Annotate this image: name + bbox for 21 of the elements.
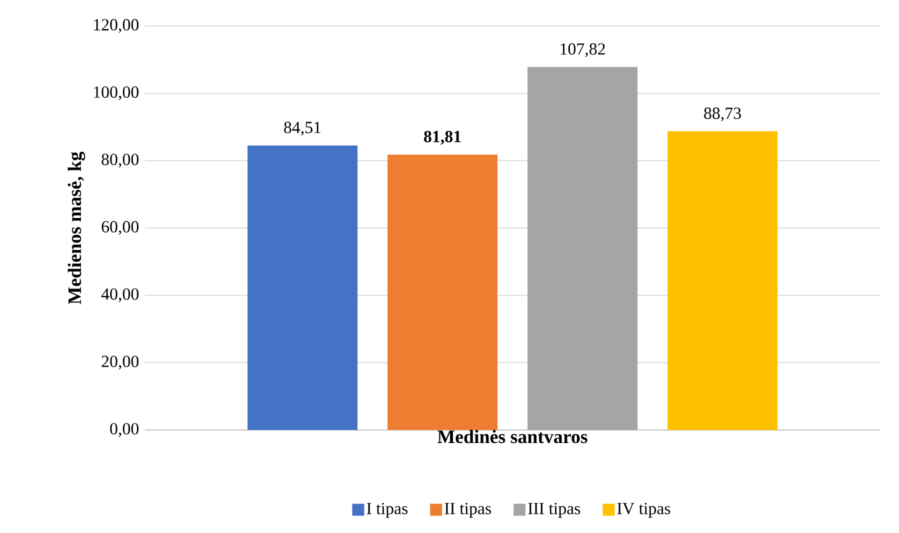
- data-label: 107,82: [560, 43, 605, 58]
- y-tick-label: 40,00: [101, 288, 139, 302]
- legend-label: I tipas: [366, 502, 408, 518]
- legend-label: III tipas: [528, 502, 580, 518]
- bar: [528, 67, 638, 430]
- legend-label: IV tipas: [617, 502, 670, 518]
- data-label: 84,51: [284, 122, 321, 136]
- data-label: 88,73: [704, 108, 741, 122]
- y-tick-label: 0,00: [110, 423, 139, 437]
- legend-label: II tipas: [444, 502, 491, 518]
- y-axis-title: Medienos masė, kg: [68, 152, 86, 304]
- y-tick-label: 20,00: [102, 356, 139, 370]
- data-label: 81,81: [424, 130, 461, 145]
- y-tick-label: 100,00: [94, 86, 139, 100]
- y-tick-label: 60,00: [102, 221, 139, 235]
- bar: [248, 145, 358, 430]
- x-axis-title: Medinės santvaros: [438, 430, 588, 444]
- y-tick-label: 120,00: [94, 19, 139, 33]
- bar: [388, 154, 498, 430]
- bar: [668, 131, 778, 430]
- y-tick-label: 80,00: [102, 154, 139, 168]
